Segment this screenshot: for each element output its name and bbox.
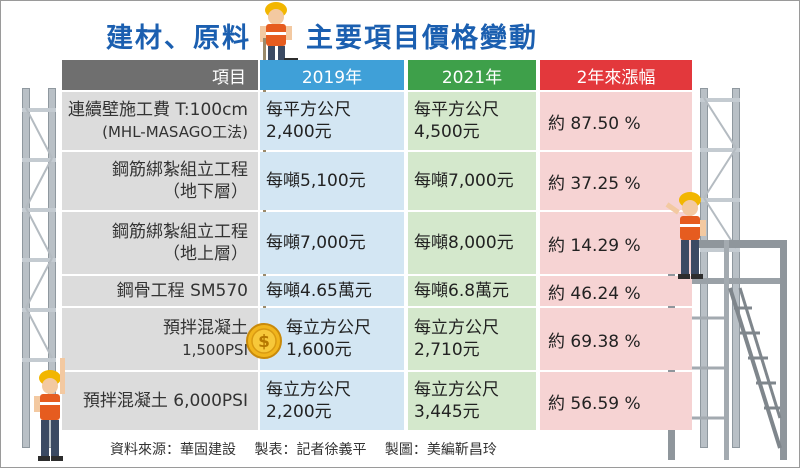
table-row-3-2019: 每噸7,000元 <box>260 212 404 274</box>
value-unit: 每立方公尺 <box>286 318 371 338</box>
table-row-6-2019: 每立方公尺 2,200元 <box>260 372 404 430</box>
source-data: 資料來源：華固建設 <box>110 442 236 458</box>
table-row-4-item: 鋼骨工程 SM570 <box>62 276 258 306</box>
item-line-1: 預拌混凝土 6,000PSI <box>82 391 248 411</box>
value-price: 每噸7,000元 <box>266 233 366 253</box>
table-row-1-2021: 每平方公尺 4,500元 <box>408 92 536 150</box>
item-line-1: 鋼筋綁紮組立工程 <box>112 222 248 242</box>
value-unit: 每立方公尺 <box>414 380 499 400</box>
table-row-1-2019: 每平方公尺 2,400元 <box>260 92 404 150</box>
source-credits: 資料來源：華固建設 製表：記者徐義平 製圖：美編靳昌玲 <box>110 439 511 459</box>
source-table: 製表：記者徐義平 <box>254 442 367 458</box>
table-row-4-rise: 約 46.24 % <box>540 276 692 306</box>
item-line-1: 預拌混凝土 <box>163 318 248 338</box>
value-price: 每噸8,000元 <box>414 233 514 253</box>
item-line-1: 鋼筋綁紮組立工程 <box>112 160 248 180</box>
title-part-1: 建材、原料 <box>106 23 251 54</box>
table-row-3-2021: 每噸8,000元 <box>408 212 536 274</box>
header-2019: 2019年 <box>260 60 404 90</box>
item-line-2: （地上層） <box>163 244 248 264</box>
table-row-3-item: 鋼筋綁紮組立工程 （地上層） <box>62 212 258 274</box>
value-price: 2,400元 <box>266 122 332 142</box>
worker-on-platform-illustration <box>665 192 706 279</box>
table-row-4-2021: 每噸6.8萬元 <box>408 276 536 306</box>
table-row-2-rise: 約 37.25 % <box>540 152 692 210</box>
table-row-3-rise: 約 14.29 % <box>540 212 692 274</box>
coin-symbol: $ <box>258 332 270 352</box>
table-row-2-2019: 每噸5,100元 <box>260 152 404 210</box>
value-price: 1,600元 <box>286 340 352 360</box>
value-unit: 每立方公尺 <box>266 380 351 400</box>
left-scaffold-illustration <box>22 88 56 448</box>
value-unit: 每立方公尺 <box>414 318 499 338</box>
value-unit: 每平方公尺 <box>414 100 499 120</box>
value-price: 4,500元 <box>414 122 480 142</box>
value-price: 每噸7,000元 <box>414 171 514 191</box>
value-price: 每噸4.65萬元 <box>266 281 372 301</box>
table-row-6-item: 預拌混凝土 6,000PSI <box>62 372 258 430</box>
value-price: 2,710元 <box>414 340 480 360</box>
table-row-5-2019: 每立方公尺 1,600元 <box>260 308 404 370</box>
value-price: 每噸5,100元 <box>266 171 366 191</box>
table-row-6-rise: 約 56.59 % <box>540 372 692 430</box>
value-price: 3,445元 <box>414 402 480 422</box>
table-row-4-2019: 每噸4.65萬元 <box>260 276 404 306</box>
item-line-2: （地下層） <box>163 182 248 202</box>
value-price: 每噸6.8萬元 <box>414 281 510 301</box>
table-row-1-rise: 約 87.50 % <box>540 92 692 150</box>
table-row-5-item: 預拌混凝土 1,500PSI <box>62 308 258 370</box>
item-line-2: 1,500PSI <box>182 341 248 359</box>
table-row-2-2021: 每噸7,000元 <box>408 152 536 210</box>
header-2021: 2021年 <box>408 60 536 90</box>
table-row-6-2021: 每立方公尺 3,445元 <box>408 372 536 430</box>
header-item: 項目 <box>62 60 258 90</box>
title-part-2: 主要項目價格變動 <box>306 23 538 54</box>
item-line-1: 連續壁施工費 T:100cm <box>67 100 248 120</box>
table-row-5-2021: 每立方公尺 2,710元 <box>408 308 536 370</box>
table-row-1-item: 連續壁施工費 T:100cm (MHL-MASAGO工法) <box>62 92 258 150</box>
value-price: 2,200元 <box>266 402 332 422</box>
right-scaffold-illustration <box>700 88 740 448</box>
item-line-2: (MHL-MASAGO工法) <box>102 123 248 141</box>
coin-icon: $ <box>246 323 282 359</box>
table-row-5-rise: 約 69.38 % <box>540 308 692 370</box>
value-unit: 每平方公尺 <box>266 100 351 120</box>
source-graphic: 製圖：美編靳昌玲 <box>384 442 497 458</box>
table-row-2-item: 鋼筋綁紮組立工程 （地下層） <box>62 152 258 210</box>
item-line-1: 鋼骨工程 SM570 <box>116 281 248 301</box>
header-rise: 2年來漲幅 <box>540 60 692 90</box>
worker-bottom-left-illustration <box>34 358 65 461</box>
